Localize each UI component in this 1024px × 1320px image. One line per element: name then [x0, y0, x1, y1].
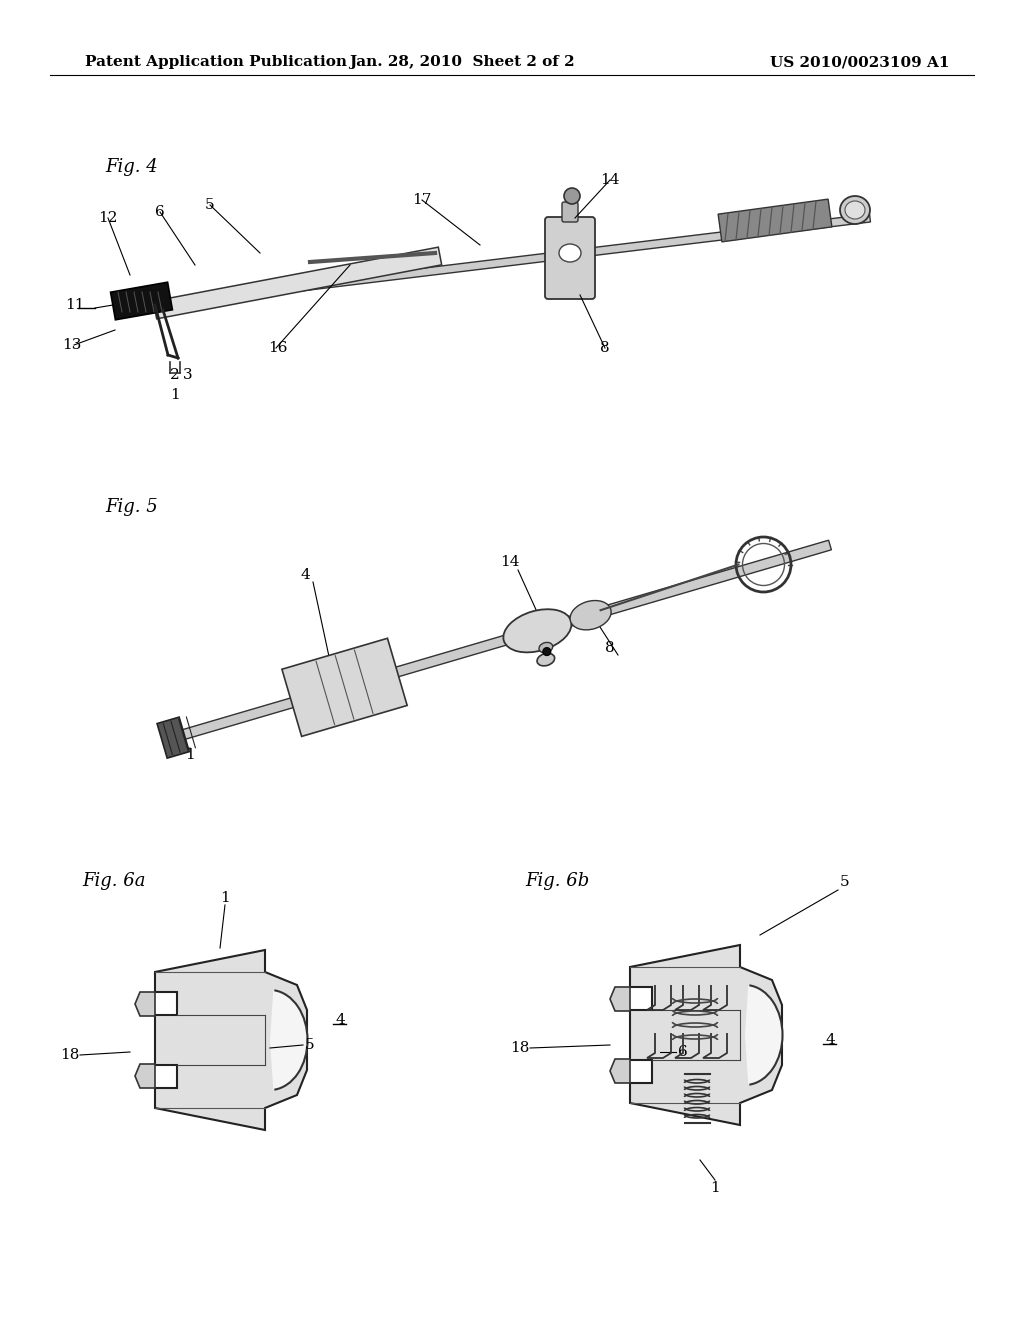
Polygon shape	[157, 717, 189, 758]
Text: 6: 6	[678, 1045, 688, 1059]
Text: Fig. 6a: Fig. 6a	[82, 873, 145, 890]
Ellipse shape	[537, 653, 555, 665]
Polygon shape	[610, 987, 630, 1011]
Text: 18: 18	[511, 1041, 530, 1055]
Ellipse shape	[504, 610, 571, 652]
Polygon shape	[270, 990, 307, 1090]
Text: 14: 14	[600, 173, 620, 187]
Text: 1: 1	[710, 1181, 720, 1195]
Text: 13: 13	[62, 338, 82, 352]
Circle shape	[564, 187, 580, 205]
Circle shape	[543, 648, 551, 656]
Text: 3: 3	[183, 368, 193, 381]
Polygon shape	[135, 1064, 155, 1088]
Text: 12: 12	[98, 211, 118, 224]
Text: Fig. 5: Fig. 5	[105, 498, 158, 516]
Text: 1: 1	[170, 388, 180, 403]
Text: Fig. 6b: Fig. 6b	[525, 873, 589, 890]
Polygon shape	[155, 950, 307, 1130]
Text: 6: 6	[155, 205, 165, 219]
Polygon shape	[718, 199, 831, 242]
Text: 5: 5	[205, 198, 215, 213]
FancyBboxPatch shape	[545, 216, 595, 300]
Text: 8: 8	[600, 341, 610, 355]
Polygon shape	[630, 945, 782, 1125]
Text: Fig. 4: Fig. 4	[105, 158, 158, 176]
Ellipse shape	[559, 244, 581, 261]
Ellipse shape	[539, 643, 553, 653]
Polygon shape	[135, 993, 155, 1016]
Text: Patent Application Publication: Patent Application Publication	[85, 55, 347, 69]
Polygon shape	[128, 214, 870, 312]
Text: 2: 2	[170, 368, 180, 381]
Polygon shape	[745, 985, 782, 1085]
Text: 4: 4	[300, 568, 310, 582]
Text: 17: 17	[413, 193, 432, 207]
Text: 18: 18	[60, 1048, 80, 1063]
Text: 4: 4	[825, 1034, 835, 1047]
Ellipse shape	[570, 601, 611, 630]
Polygon shape	[282, 639, 408, 737]
Text: Jan. 28, 2010  Sheet 2 of 2: Jan. 28, 2010 Sheet 2 of 2	[349, 55, 574, 69]
Text: US 2010/0023109 A1: US 2010/0023109 A1	[770, 55, 950, 69]
Text: 11: 11	[66, 298, 85, 312]
Text: 4: 4	[335, 1012, 345, 1027]
Text: 16: 16	[268, 341, 288, 355]
Ellipse shape	[845, 201, 865, 219]
Ellipse shape	[840, 195, 870, 224]
Text: 5: 5	[305, 1038, 314, 1052]
Polygon shape	[164, 540, 831, 744]
Text: 5: 5	[840, 875, 850, 888]
Text: 1: 1	[185, 748, 195, 762]
Polygon shape	[111, 282, 172, 319]
Polygon shape	[154, 247, 441, 319]
Text: 14: 14	[501, 554, 520, 569]
Text: 1: 1	[220, 891, 229, 906]
FancyBboxPatch shape	[562, 202, 578, 222]
Text: 8: 8	[605, 642, 614, 655]
Polygon shape	[610, 1059, 630, 1082]
